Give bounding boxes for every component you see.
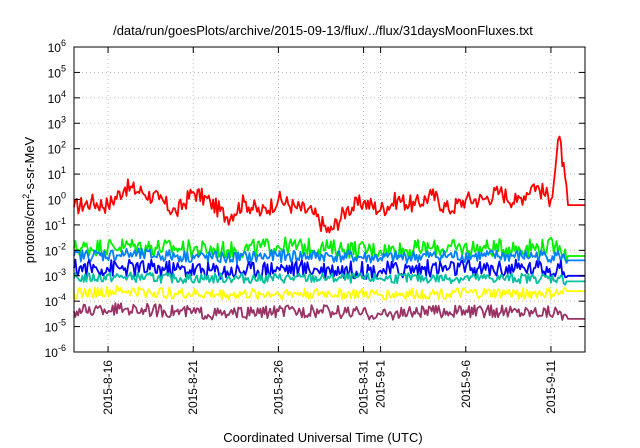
x-tick-label: 2015-9-6	[459, 360, 473, 408]
x-axis: 2015-8-16 2015-8-21 2015-8-26 2015-8-31 2015…	[101, 47, 558, 415]
y-tick-label: 10-1	[45, 216, 66, 233]
y-tick-label: 100	[48, 191, 66, 208]
y-tick-label: 106	[48, 38, 66, 55]
series-line	[73, 284, 585, 301]
y-tick-label: 101	[48, 165, 66, 182]
x-tick-label: 2015-9-11	[544, 360, 558, 414]
series-line	[73, 302, 585, 321]
y-tick-label: 10-3	[45, 267, 66, 284]
x-tick-label: 2015-8-26	[271, 360, 285, 415]
y-tick-label: 10-4	[45, 292, 66, 309]
series-line	[73, 271, 585, 286]
x-tick-label: 2015-9-1	[374, 360, 388, 408]
chart-title: /data/run/goesPlots/archive/2015-09-13/f…	[113, 23, 533, 38]
series-group	[73, 135, 585, 321]
x-tick-label: 2015-8-31	[357, 360, 371, 415]
y-tick-label: 10-6	[45, 343, 66, 360]
y-tick-label: 102	[48, 140, 66, 157]
y-tick-label: 10-5	[45, 318, 66, 335]
x-tick-label: 2015-8-21	[186, 360, 200, 415]
series-line	[73, 236, 585, 262]
y-tick-label: 103	[48, 114, 66, 131]
series-line	[73, 135, 585, 234]
series-line	[73, 247, 585, 265]
x-tick-label: 2015-8-16	[101, 360, 115, 415]
x-axis-label: Coordinated Universal Time (UTC)	[223, 430, 422, 445]
y-axis: 10-6 10-5 10-4 10-3 10-2 10-1 100 101 102 103 104 1…	[45, 38, 585, 360]
y-tick-label: 10-2	[45, 241, 66, 258]
y-tick-label: 105	[48, 63, 66, 80]
series-line	[73, 258, 585, 280]
y-tick-label: 104	[48, 89, 66, 106]
y-axis-label: protons/cm2-s-sr-MeV	[21, 136, 37, 263]
